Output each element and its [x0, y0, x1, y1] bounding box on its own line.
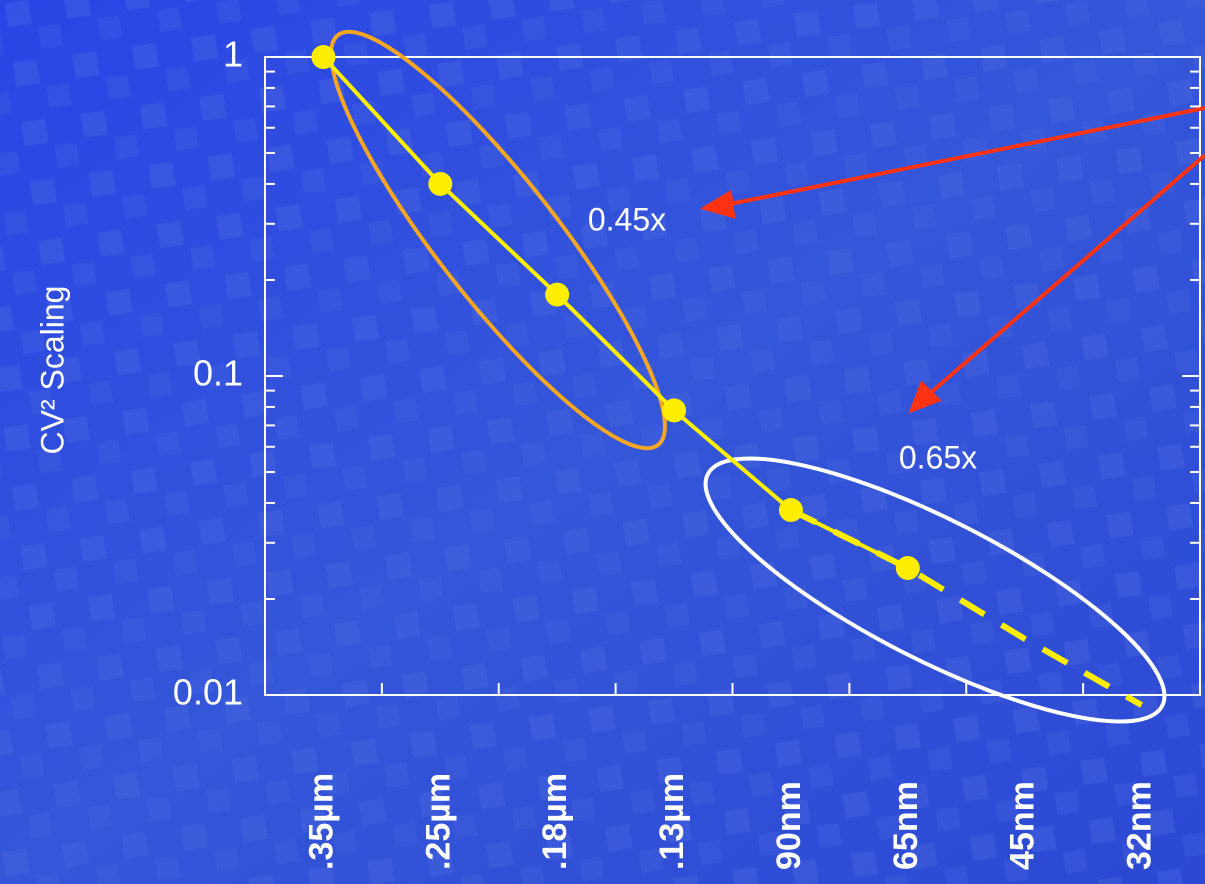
data-point: [545, 283, 569, 307]
data-point: [896, 556, 920, 580]
annotation: 0.65x: [899, 439, 977, 475]
x-tick-label: .25µm: [419, 773, 457, 870]
y-tick-label: 0.1: [193, 353, 243, 394]
x-tick-label: 90nm: [770, 781, 808, 870]
x-tick-label: .13µm: [653, 773, 691, 870]
page: CV² Scaling 0.45x 0.65x 1 0.1 0.01 .35µm .25…: [0, 0, 1205, 884]
x-tick-label: .35µm: [302, 773, 340, 870]
background-texture: [0, 0, 1205, 884]
x-tick-label: 45nm: [1004, 781, 1042, 870]
chart: CV² Scaling 0.45x 0.65x 1 0.1 0.01 .35µm .25…: [0, 0, 1205, 884]
x-tick-label: .18µm: [536, 773, 574, 870]
y-tick-label: 1: [223, 34, 243, 75]
annotation: 0.45x: [588, 201, 666, 237]
y-axis-label: CV² Scaling: [34, 286, 70, 455]
data-point: [311, 45, 335, 69]
data-point: [662, 398, 686, 422]
y-tick-label: 0.01: [173, 672, 243, 713]
x-tick-label: 32nm: [1121, 781, 1159, 870]
data-point: [428, 172, 452, 196]
x-tick-label: 65nm: [887, 781, 925, 870]
